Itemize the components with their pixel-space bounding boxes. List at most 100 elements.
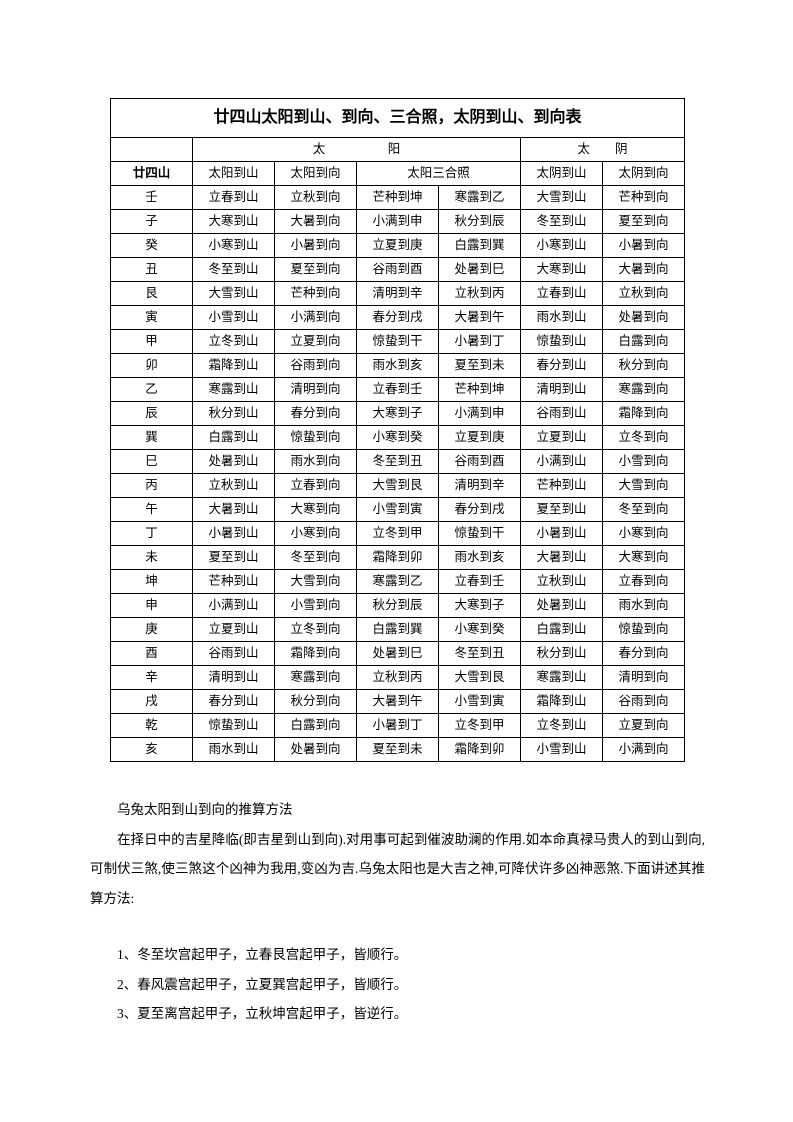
table-cell: 夏至到山: [521, 498, 603, 522]
table-row: 卯霜降到山谷雨到向雨水到亥夏至到未春分到山秋分到向: [111, 354, 685, 378]
table-cell: 大寒到山: [521, 258, 603, 282]
table-cell: 小暑到向: [275, 234, 357, 258]
table-cell: 秋分到辰: [357, 594, 439, 618]
table-row: 未夏至到山冬至到向霜降到卯雨水到亥大暑到山大寒到向: [111, 546, 685, 570]
table-cell: 小雪到向: [603, 450, 685, 474]
table-cell: 寒露到向: [275, 666, 357, 690]
col-header-1: 太阳到山: [193, 162, 275, 186]
table-row: 坤芒种到山大雪到向寒露到乙立春到壬立秋到山立春到向: [111, 570, 685, 594]
table-cell: 清明到山: [521, 378, 603, 402]
table-cell: 处暑到山: [193, 450, 275, 474]
table-cell: 大雪到山: [193, 282, 275, 306]
table-body: 壬立春到山立秋到向芒种到坤寒露到乙大雪到山芒种到向子大寒到山大暑到向小满到申秋分…: [111, 186, 685, 762]
table-cell: 小暑到山: [521, 522, 603, 546]
table-cell: 白露到向: [275, 714, 357, 738]
table-cell: 清明到向: [603, 666, 685, 690]
table-cell: 秋分到辰: [439, 210, 521, 234]
table-cell: 小满到向: [603, 738, 685, 762]
table-cell: 春分到向: [275, 402, 357, 426]
table-cell: 芒种到山: [193, 570, 275, 594]
table-cell: 立冬到山: [521, 714, 603, 738]
table-cell: 大寒到子: [357, 402, 439, 426]
table-cell: 小雪到向: [275, 594, 357, 618]
table-cell: 霜降到山: [521, 690, 603, 714]
table-cell: 立秋到丙: [439, 282, 521, 306]
table-row: 艮大雪到山芒种到向清明到辛立秋到丙立春到山立秋到向: [111, 282, 685, 306]
table-row: 丑冬至到山夏至到向谷雨到酉处暑到巳大寒到山大暑到向: [111, 258, 685, 282]
table-cell: 夏至到未: [357, 738, 439, 762]
table-cell: 未: [111, 546, 193, 570]
table-cell: 雨水到向: [275, 450, 357, 474]
table-cell: 立夏到庚: [357, 234, 439, 258]
col-header-6: 太阴到向: [603, 162, 685, 186]
table-cell: 寒露到山: [521, 666, 603, 690]
table-cell: 清明到辛: [439, 474, 521, 498]
table-cell: 处暑到向: [603, 306, 685, 330]
table-cell: 寅: [111, 306, 193, 330]
table-cell: 小雪到寅: [357, 498, 439, 522]
table-cell: 壬: [111, 186, 193, 210]
table-cell: 寒露到乙: [439, 186, 521, 210]
col-header-2: 太阳到向: [275, 162, 357, 186]
table-cell: 谷雨到向: [275, 354, 357, 378]
table-cell: 大雪到向: [275, 570, 357, 594]
table-cell: 谷雨到山: [193, 642, 275, 666]
table-cell: 立冬到甲: [357, 522, 439, 546]
table-row: 庚立夏到山立冬到向白露到巽小寒到癸白露到山惊蛰到向: [111, 618, 685, 642]
table-cell: 酉: [111, 642, 193, 666]
table-cell: 立夏到向: [603, 714, 685, 738]
table-row: 乾惊蛰到山白露到向小暑到丁立冬到甲立冬到山立夏到向: [111, 714, 685, 738]
table-cell: 惊蛰到山: [521, 330, 603, 354]
table-cell: 小暑到丁: [439, 330, 521, 354]
table-cell: 惊蛰到向: [275, 426, 357, 450]
table-cell: 乾: [111, 714, 193, 738]
table-cell: 处暑到巳: [439, 258, 521, 282]
table-cell: 大暑到山: [193, 498, 275, 522]
table-cell: 申: [111, 594, 193, 618]
table-cell: 惊蛰到干: [439, 522, 521, 546]
table-cell: 小雪到寅: [439, 690, 521, 714]
table-cell: 巳: [111, 450, 193, 474]
table-cell: 春分到戌: [357, 306, 439, 330]
table-cell: 子: [111, 210, 193, 234]
table-cell: 丙: [111, 474, 193, 498]
table-cell: 谷雨到酉: [439, 450, 521, 474]
table-cell: 大寒到子: [439, 594, 521, 618]
sun-group-header: 太 阳: [193, 138, 521, 162]
table-cell: 芒种到向: [275, 282, 357, 306]
table-row: 丙立秋到山立春到向大雪到艮清明到辛芒种到山大雪到向: [111, 474, 685, 498]
table-cell: 艮: [111, 282, 193, 306]
table-row: 壬立春到山立秋到向芒种到坤寒露到乙大雪到山芒种到向: [111, 186, 685, 210]
table-cell: 春分到戌: [439, 498, 521, 522]
table-cell: 夏至到向: [603, 210, 685, 234]
table-cell: 雨水到亥: [357, 354, 439, 378]
table-row: 辛清明到山寒露到向立秋到丙大雪到艮寒露到山清明到向: [111, 666, 685, 690]
table-row: 申小满到山小雪到向秋分到辰大寒到子处暑到山雨水到向: [111, 594, 685, 618]
table-cell: 庚: [111, 618, 193, 642]
table-row: 丁小暑到山小寒到向立冬到甲惊蛰到干小暑到山小寒到向: [111, 522, 685, 546]
table-cell: 小暑到向: [603, 234, 685, 258]
table-cell: 惊蛰到山: [193, 714, 275, 738]
table-cell: 小寒到癸: [439, 618, 521, 642]
table-cell: 大雪到艮: [439, 666, 521, 690]
table-cell: 立冬到向: [603, 426, 685, 450]
table-cell: 霜降到向: [275, 642, 357, 666]
table-cell: 卯: [111, 354, 193, 378]
table-row: 巽白露到山惊蛰到向小寒到癸立夏到庚立夏到山立冬到向: [111, 426, 685, 450]
table-cell: 夏至到未: [439, 354, 521, 378]
list-item: 1、冬至坎宫起甲子，立春艮宫起甲子，皆顺行。: [90, 940, 705, 970]
table-row: 子大寒到山大暑到向小满到申秋分到辰冬至到山夏至到向: [111, 210, 685, 234]
table-cell: 冬至到丑: [357, 450, 439, 474]
table-cell: 大暑到午: [357, 690, 439, 714]
table-cell: 谷雨到酉: [357, 258, 439, 282]
col-header-5: 太阴到山: [521, 162, 603, 186]
table-cell: 大寒到向: [603, 546, 685, 570]
table-cell: 小满到山: [193, 594, 275, 618]
table-cell: 雨水到山: [521, 306, 603, 330]
table-cell: 白露到向: [603, 330, 685, 354]
table-cell: 立夏到山: [193, 618, 275, 642]
table-cell: 巽: [111, 426, 193, 450]
table-cell: 乙: [111, 378, 193, 402]
table-cell: 冬至到向: [603, 498, 685, 522]
table-cell: 处暑到向: [275, 738, 357, 762]
